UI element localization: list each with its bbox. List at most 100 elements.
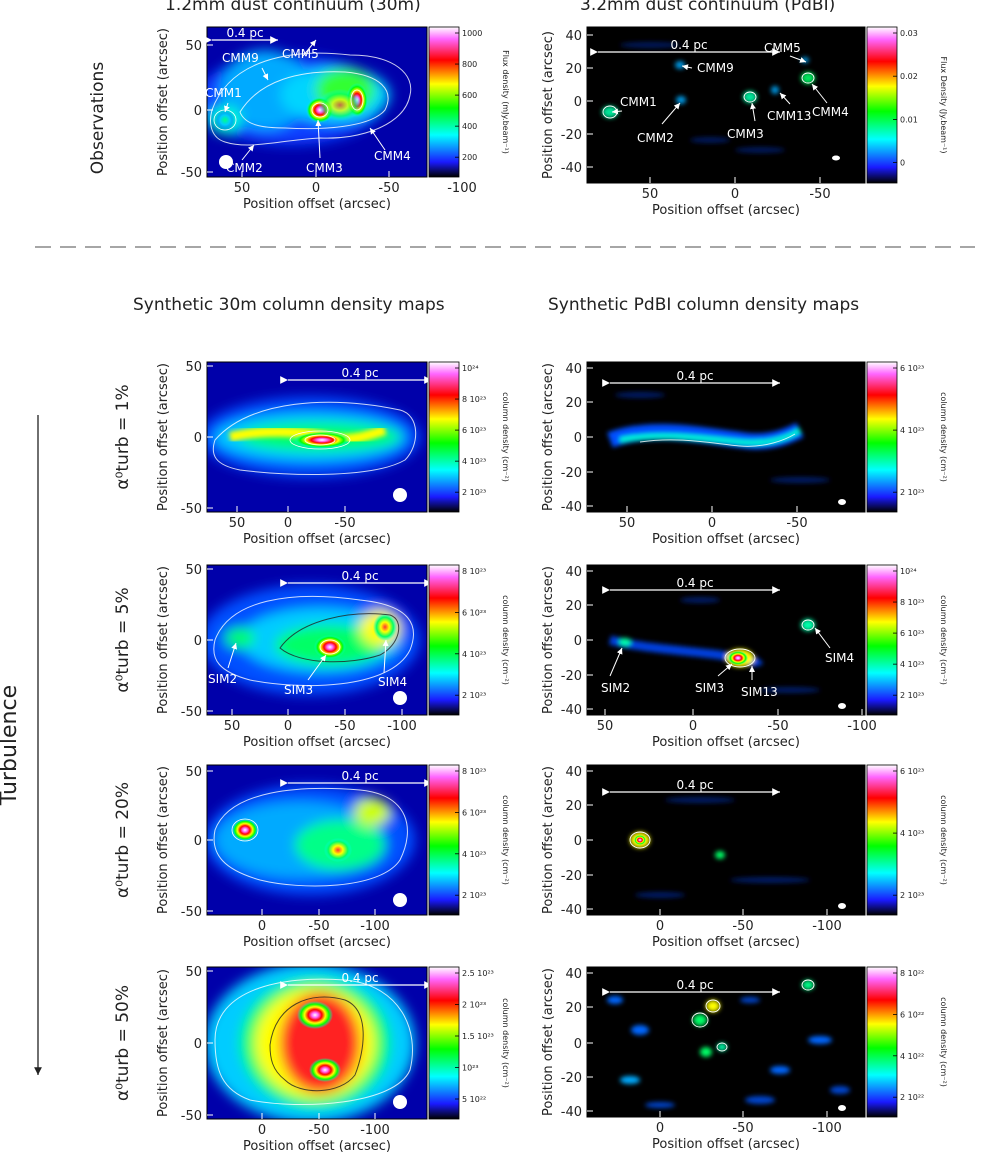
- source-pointer-arrow: [227, 642, 238, 669]
- x-axis-label: Position offset (arcsec): [652, 735, 800, 750]
- x-axis-label: Position offset (arcsec): [652, 1137, 800, 1152]
- row-label-turb1: α⁰turb = 1%: [113, 384, 133, 489]
- source-pointer-arrow: [302, 39, 317, 57]
- x-tick-label: -100: [812, 1121, 842, 1136]
- colorbar-tick-label: 10²⁴: [900, 567, 917, 576]
- colorbar-tick-label: 6 10²³: [462, 608, 486, 617]
- colorbar-tick-label: 5 10²²: [462, 1095, 486, 1104]
- y-tick-label: -20: [561, 128, 582, 143]
- y-tick-label: 0: [194, 431, 202, 446]
- map-image-syn-30m-5: [207, 565, 427, 715]
- colorbar-unit-label: column density (cm⁻²): [939, 795, 948, 885]
- scalebar-label: 0.4 pc: [676, 778, 713, 792]
- y-tick-label: 20: [565, 1001, 582, 1016]
- colorbar-tick-label: 2 10²³: [462, 488, 486, 497]
- x-axis-label: Position offset (arcsec): [652, 935, 800, 950]
- colorbar-tick-label: 8 10²³: [462, 567, 486, 576]
- source-label-cmm2: CMM2: [226, 161, 263, 175]
- colorbar-tick-label: 4 10²³: [900, 426, 924, 435]
- y-tick-label: -40: [561, 903, 582, 918]
- colorbar-tick-label: 8 10²³: [462, 395, 486, 404]
- x-tick-label: -50: [334, 516, 355, 531]
- scalebar-label: 0.4 pc: [226, 26, 263, 40]
- panel-frame: [586, 26, 866, 184]
- colorbar-unit-label: column density (cm⁻²): [939, 595, 948, 685]
- source-pointer-arrow: [811, 83, 828, 104]
- colorbar: [866, 361, 898, 513]
- y-axis-label: Position offset (arcsec): [541, 31, 556, 179]
- y-tick-label: 50: [185, 965, 202, 980]
- y-tick-label: -20: [561, 1071, 582, 1086]
- map-image-syn-30m-1: [207, 362, 427, 512]
- colorbar-tick-label: 0.02: [900, 72, 918, 81]
- colorbar-unit-label: column density (cm⁻²): [501, 392, 510, 482]
- x-tick-label: -100: [360, 919, 390, 934]
- y-tick-label: 20: [565, 599, 582, 614]
- row-label-turb5: α⁰turb = 5%: [113, 587, 133, 692]
- y-tick-label: 0: [194, 104, 202, 119]
- y-tick-label: -40: [561, 1105, 582, 1120]
- y-tick-label: 0: [194, 834, 202, 849]
- map-image-syn-30m-50: [207, 967, 427, 1119]
- colorbar-tick-label: 2 10²³: [900, 488, 924, 497]
- colorbar-tick-label: 4 10²³: [900, 660, 924, 669]
- colorbar: [428, 966, 460, 1120]
- colorbar: [428, 564, 460, 716]
- colorbar: [866, 564, 898, 716]
- y-tick-label: 20: [565, 62, 582, 77]
- colorbar-tick-label: 200: [462, 153, 477, 162]
- source-label-cmm1: CMM1: [620, 95, 657, 109]
- y-axis-label: Position offset (arcsec): [156, 363, 171, 511]
- x-axis-label: Position offset (arcsec): [243, 532, 391, 547]
- y-tick-label: 0: [574, 634, 582, 649]
- source-pointer-arrow: [814, 627, 831, 649]
- colorbar-tick-label: 10²³: [462, 1064, 479, 1073]
- colorbar: [866, 26, 898, 184]
- panel-p_sp_5: 0.4 pc 50 0 -50 -100 40 20 0 -20 -40 Position offs…: [541, 564, 948, 750]
- source-label-sim4: SIM4: [378, 675, 407, 689]
- colorbar-tick-label: 1.5 10²³: [462, 1032, 494, 1041]
- x-tick-label: -50: [809, 187, 830, 202]
- source-pointer-arrow: [717, 663, 733, 677]
- x-tick-label: -100: [847, 719, 877, 734]
- colorbar-unit-label: column density (cm⁻²): [939, 392, 948, 482]
- colorbar: [428, 764, 460, 916]
- y-axis-label: Position offset (arcsec): [156, 28, 171, 176]
- source-pointer-arrow: [609, 647, 623, 677]
- map-image-syn-30m-20: [207, 765, 427, 915]
- colorbar: [866, 966, 898, 1118]
- colorbar-tick-label: 2 10²³: [900, 891, 924, 900]
- source-pointer-arrow: [315, 119, 322, 159]
- panel-frame: [586, 966, 866, 1118]
- source-label-sim3: SIM3: [695, 681, 724, 695]
- y-tick-label: -20: [561, 466, 582, 481]
- y-tick-label: 40: [565, 967, 582, 982]
- title-obs-pdbi: 3.2mm dust continuum (PdBI): [580, 0, 835, 15]
- y-tick-label: 0: [574, 431, 582, 446]
- source-pointer-arrow: [779, 92, 791, 105]
- x-tick-label: 50: [619, 516, 636, 531]
- x-tick-label: 0: [258, 1123, 266, 1138]
- source-pointer-arrow: [681, 64, 693, 71]
- source-pointer-arrow: [224, 102, 230, 113]
- source-pointer-arrow: [611, 108, 623, 115]
- y-tick-label: -50: [181, 705, 202, 720]
- x-tick-label: -50: [378, 181, 399, 196]
- map-image-syn-pdbi-50: [587, 967, 865, 1117]
- row-label-observations: Observations: [88, 62, 108, 175]
- source-label-cmm1: CMM1: [205, 86, 242, 100]
- y-axis-label: Position offset (arcsec): [541, 968, 556, 1116]
- y-tick-label: -20: [561, 869, 582, 884]
- colorbar-unit-label: column density (cm⁻²): [501, 795, 510, 885]
- source-label-sim2: SIM2: [208, 672, 237, 686]
- y-axis-label: Position offset (arcsec): [156, 766, 171, 914]
- source-label-cmm5: CMM5: [282, 47, 319, 61]
- colorbar-tick-label: 400: [462, 122, 477, 131]
- source-label-cmm13: CMM13: [767, 109, 811, 123]
- colorbar-tick-label: 2 10²³: [462, 1001, 486, 1010]
- colorbar-tick-label: 1000: [462, 29, 482, 38]
- y-axis-label: Position offset (arcsec): [541, 766, 556, 914]
- y-tick-label: 0: [574, 95, 582, 110]
- y-axis-label: Position offset (arcsec): [156, 969, 171, 1117]
- y-axis-label: Position offset (arcsec): [541, 566, 556, 714]
